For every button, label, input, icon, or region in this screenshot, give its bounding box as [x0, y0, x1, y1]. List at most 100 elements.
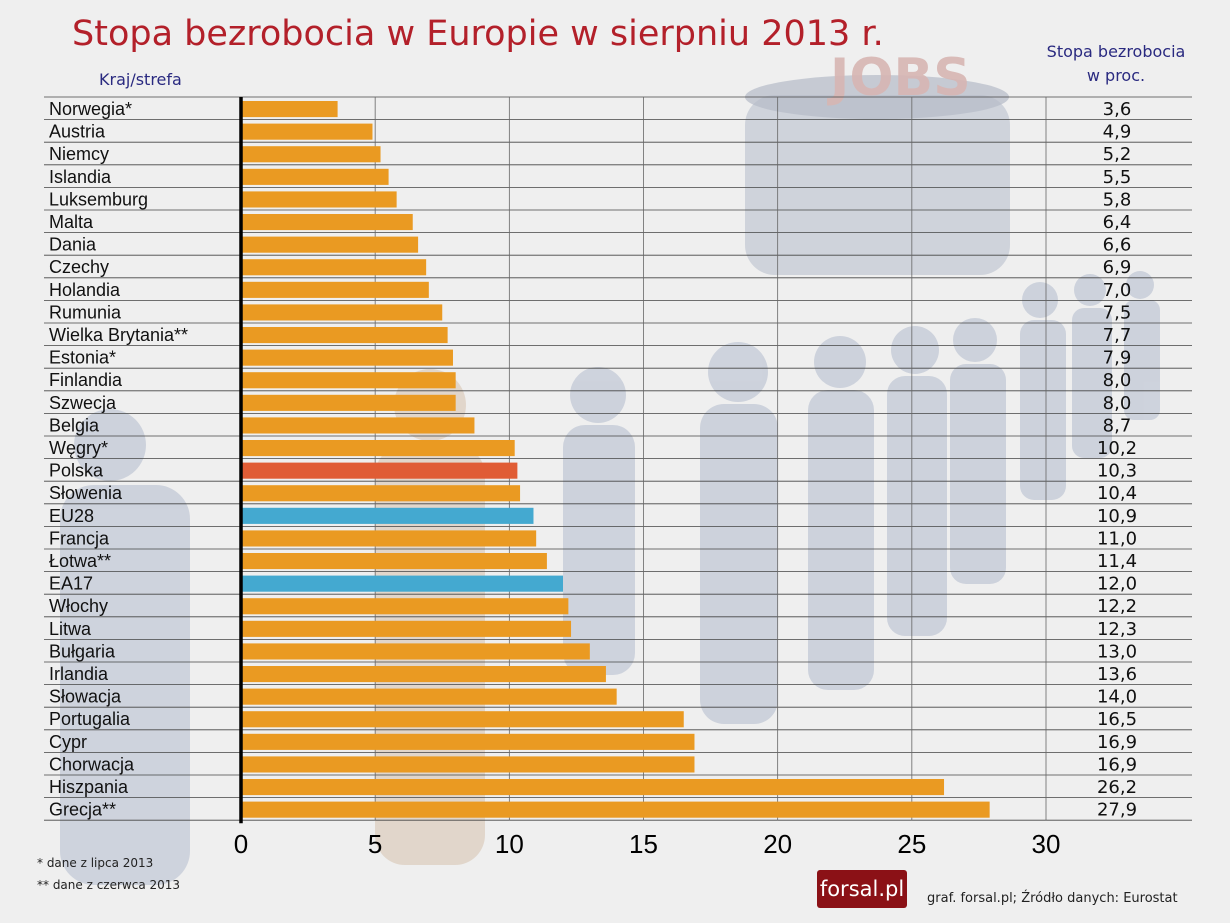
value-label: 11,0 [1097, 528, 1137, 549]
category-label: Malta [49, 212, 94, 232]
bar [241, 417, 475, 434]
bar [241, 394, 456, 411]
bar [241, 733, 695, 750]
category-label: Czechy [49, 257, 109, 277]
bar [241, 101, 338, 118]
value-label: 7,9 [1103, 348, 1132, 369]
category-label: Litwa [49, 619, 92, 639]
category-label: Szwecja [49, 393, 117, 413]
category-label: Irlandia [49, 664, 109, 684]
category-label: Włochy [49, 596, 108, 616]
value-label: 26,2 [1097, 777, 1137, 798]
category-label: Cypr [49, 732, 87, 752]
value-label: 8,0 [1103, 393, 1132, 414]
value-label: 10,4 [1097, 483, 1137, 504]
category-label: Wielka Brytania** [49, 325, 188, 345]
value-label: 27,9 [1097, 800, 1137, 821]
category-header: Kraj/strefa [99, 70, 182, 89]
value-label: 14,0 [1097, 687, 1137, 708]
bar [241, 236, 419, 253]
bar [241, 779, 945, 796]
x-tick-label: 30 [1032, 829, 1061, 859]
bar [241, 643, 590, 660]
bar [241, 123, 373, 140]
bar [241, 214, 413, 231]
value-label: 13,0 [1097, 641, 1137, 662]
value-label: 10,9 [1097, 506, 1137, 527]
bar [241, 553, 547, 570]
x-tick-label: 20 [763, 829, 792, 859]
bar [241, 688, 617, 705]
category-label: Holandia [49, 280, 121, 300]
bar [241, 485, 521, 502]
bar [241, 801, 990, 818]
value-header-line-1: Stopa bezrobocia [1046, 42, 1186, 61]
footnote-july: * dane z lipca 2013 [37, 856, 154, 870]
bar [241, 440, 515, 457]
value-label: 5,2 [1103, 144, 1132, 165]
bar [241, 666, 606, 683]
jobs-watermark: JOBS [827, 48, 971, 108]
category-label: Polska [49, 461, 104, 481]
value-label: 5,8 [1103, 189, 1132, 210]
value-label: 7,5 [1103, 302, 1132, 323]
bar [241, 281, 429, 298]
bar [241, 168, 389, 185]
bar [241, 530, 537, 547]
category-label: Austria [49, 122, 106, 142]
category-label: Norwegia* [49, 99, 132, 119]
category-label: Francja [49, 528, 110, 548]
category-label: Luksemburg [49, 189, 148, 209]
value-label: 5,5 [1103, 167, 1132, 188]
value-label: 16,5 [1097, 709, 1137, 730]
category-label: Grecja** [49, 800, 116, 820]
category-label: Finlandia [49, 370, 123, 390]
category-label: EA17 [49, 574, 93, 594]
value-label: 11,4 [1097, 551, 1137, 572]
category-label: EU28 [49, 506, 94, 526]
x-tick-label: 10 [495, 829, 524, 859]
x-tick-label: 25 [897, 829, 926, 859]
bar [241, 620, 572, 637]
value-label: 16,9 [1097, 754, 1137, 775]
x-tick-label: 0 [234, 829, 248, 859]
value-label: 12,2 [1097, 596, 1137, 617]
category-label: Słowacja [49, 687, 122, 707]
bar [241, 575, 563, 592]
bar [241, 349, 453, 366]
value-label: 8,7 [1103, 415, 1132, 436]
forsal-logo[interactable]: forsal.pl [817, 870, 907, 908]
value-label: 6,4 [1103, 212, 1132, 233]
category-label: Islandia [49, 167, 112, 187]
bar [241, 598, 569, 615]
category-label: Bułgaria [49, 641, 116, 661]
category-label: Hiszpania [49, 777, 129, 797]
chart-title: Stopa bezrobocia w Europie w sierpniu 20… [72, 14, 884, 54]
value-label: 6,9 [1103, 257, 1132, 278]
value-label: 10,2 [1097, 438, 1137, 459]
value-column-header: Stopa bezrobocia w proc. [1030, 40, 1202, 88]
value-label: 12,3 [1097, 619, 1137, 640]
category-label: Słowenia [49, 483, 123, 503]
value-label: 7,7 [1103, 325, 1132, 346]
value-header-line-2: w proc. [1086, 66, 1146, 85]
bar [241, 304, 443, 321]
bar [241, 191, 397, 208]
bar [241, 462, 518, 479]
bar [241, 372, 456, 389]
bar [241, 259, 427, 276]
footnote-june: ** dane z czerwca 2013 [37, 878, 181, 892]
value-label: 12,0 [1097, 574, 1137, 595]
category-label: Łotwa** [49, 551, 111, 571]
bar [241, 756, 695, 773]
value-label: 13,6 [1097, 664, 1137, 685]
bar [241, 146, 381, 163]
value-label: 10,3 [1097, 461, 1137, 482]
category-label: Belgia [49, 415, 100, 435]
value-label: 7,0 [1103, 280, 1132, 301]
bar [241, 711, 684, 728]
x-tick-label: 5 [368, 829, 382, 859]
category-label: Chorwacja [49, 754, 135, 774]
